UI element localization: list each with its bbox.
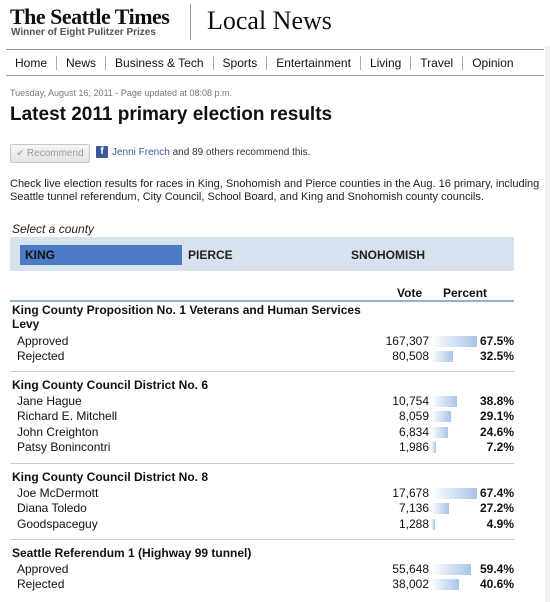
percent-bar xyxy=(431,351,454,363)
candidate-percent: 67.4% xyxy=(479,486,514,500)
candidate-percent: 29.1% xyxy=(479,409,514,424)
candidate-name: Approved xyxy=(17,334,69,348)
candidate-name: Richard E. Mitchell xyxy=(17,409,118,424)
race-title: Seattle Referendum 1 (Highway 99 tunnel) xyxy=(12,546,252,560)
nav-travel[interactable]: Travel xyxy=(410,55,462,70)
county-select-label: Select a county xyxy=(12,222,95,236)
candidate-percent: 4.9% xyxy=(486,516,514,531)
percent-bar xyxy=(431,564,472,575)
candidate-name: Rejected xyxy=(17,349,65,364)
candidate-percent: 27.2% xyxy=(479,501,514,516)
table-row: Approved 55,648 59.4% xyxy=(10,562,514,577)
percent-bar xyxy=(431,503,450,515)
table-row: Jane Hague 10,754 38.8% xyxy=(10,394,514,409)
masthead-divider xyxy=(190,4,191,40)
candidate-name: Rejected xyxy=(17,577,65,592)
candidate-percent: 40.6% xyxy=(479,577,514,592)
candidate-name: John Creighton xyxy=(17,424,99,439)
candidate-percent: 32.5% xyxy=(479,349,514,364)
percent-bar xyxy=(431,518,435,530)
candidate-percent: 7.2% xyxy=(486,439,514,454)
candidate-votes: 6,834 xyxy=(398,424,429,439)
facebook-social-text: Jenni French and 89 others recommend thi… xyxy=(112,147,310,158)
nav-living[interactable]: Living xyxy=(359,55,410,70)
race-title: King County Council District No. 8 xyxy=(12,470,209,484)
candidate-votes: 80,508 xyxy=(392,349,429,364)
site-tagline: Winner of Eight Pulitzer Prizes xyxy=(11,27,156,38)
page-title: Latest 2011 primary election results xyxy=(10,104,333,125)
nav-business-tech[interactable]: Business & Tech xyxy=(105,55,213,70)
race-separator xyxy=(10,539,514,540)
vote-column-header: Vote xyxy=(397,286,423,300)
county-selector: KING PIERCE SNOHOMISH xyxy=(10,237,514,271)
race-title: King County Proposition No. 1 Veterans a… xyxy=(12,303,361,331)
candidate-name: Jane Hague xyxy=(17,394,82,408)
dateline: Tuesday, August 16, 2011 - Page updated … xyxy=(10,88,232,98)
intro-paragraph: Check live election results for races in… xyxy=(10,178,540,203)
percent-bar xyxy=(431,441,436,453)
candidate-name: Patsy Bonincontri xyxy=(17,439,111,454)
checkmark-icon: ✔ xyxy=(16,148,24,158)
race-separator xyxy=(10,371,514,372)
table-row: Rejected 38,002 40.6% xyxy=(10,577,514,592)
candidate-name: Goodspaceguy xyxy=(17,516,98,531)
percent-bar xyxy=(431,396,458,407)
masthead: The Seattle Times Winner of Eight Pulitz… xyxy=(0,0,550,46)
site-logo[interactable]: The Seattle Times xyxy=(10,4,170,29)
tab-pierce[interactable]: PIERCE xyxy=(188,248,233,262)
percent-bar xyxy=(431,579,459,591)
candidate-votes: 167,307 xyxy=(385,334,429,348)
tab-snohomish[interactable]: SNOHOMISH xyxy=(351,248,426,262)
recommend-label: Recommend xyxy=(26,148,84,159)
nav-news[interactable]: News xyxy=(56,55,105,70)
table-row: Goodspaceguy 1,288 4.9% xyxy=(10,517,514,532)
main-nav: Home News Business & Tech Sports Enterta… xyxy=(6,49,544,76)
candidate-votes: 17,678 xyxy=(392,486,429,500)
recommend-button[interactable]: ✔ Recommend xyxy=(10,144,90,163)
facebook-recommend-count: and 89 others recommend this. xyxy=(169,147,311,158)
candidate-votes: 10,754 xyxy=(392,394,429,408)
candidate-percent: 38.8% xyxy=(479,394,514,408)
section-title[interactable]: Local News xyxy=(207,6,332,35)
nav-entertainment[interactable]: Entertainment xyxy=(266,55,360,70)
candidate-votes: 7,136 xyxy=(398,501,429,516)
candidate-percent: 67.5% xyxy=(479,334,514,348)
facebook-icon: f xyxy=(96,146,108,158)
candidate-percent: 24.6% xyxy=(479,424,514,439)
scrollbar[interactable] xyxy=(545,46,550,602)
candidate-votes: 55,648 xyxy=(392,562,429,576)
percent-bar xyxy=(431,426,448,438)
candidate-name: Approved xyxy=(17,562,69,576)
results-header: Vote Percent xyxy=(10,286,514,302)
candidate-name: Joe McDermott xyxy=(17,486,99,500)
table-row: Approved 167,307 67.5% xyxy=(10,334,514,349)
nav-opinion[interactable]: Opinion xyxy=(462,55,522,70)
table-row: John Creighton 6,834 24.6% xyxy=(10,425,514,440)
percent-bar xyxy=(431,488,477,499)
candidate-votes: 38,002 xyxy=(392,577,429,592)
table-row: Richard E. Mitchell 8,059 29.1% xyxy=(10,409,514,424)
percent-column-header: Percent xyxy=(443,286,488,300)
table-row: Joe McDermott 17,678 67.4% xyxy=(10,486,514,501)
race-title: King County Council District No. 6 xyxy=(12,378,209,392)
candidate-percent: 59.4% xyxy=(479,562,514,576)
table-row: Patsy Bonincontri 1,986 7.2% xyxy=(10,440,514,455)
race-separator xyxy=(10,463,514,464)
nav-sports[interactable]: Sports xyxy=(212,55,267,70)
nav-home[interactable]: Home xyxy=(15,55,48,70)
table-row: Diana Toledo 7,136 27.2% xyxy=(10,501,514,516)
facebook-friend-link[interactable]: Jenni French xyxy=(112,147,170,158)
candidate-votes: 8,059 xyxy=(398,409,429,424)
candidate-votes: 1,288 xyxy=(398,516,429,531)
candidate-name: Diana Toledo xyxy=(17,501,87,516)
tab-king[interactable]: KING xyxy=(20,245,182,265)
percent-bar xyxy=(431,336,477,347)
candidate-votes: 1,986 xyxy=(398,439,429,454)
table-row: Rejected 80,508 32.5% xyxy=(10,349,514,364)
percent-bar xyxy=(431,411,451,423)
